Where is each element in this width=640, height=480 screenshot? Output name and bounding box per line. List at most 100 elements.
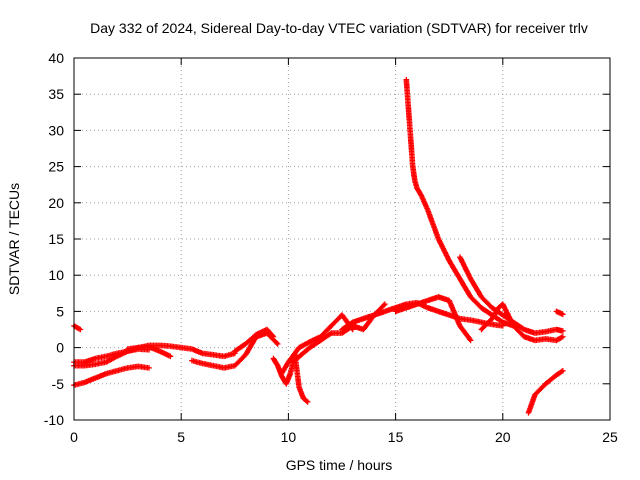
data-point-run bbox=[296, 339, 312, 351]
data-point-run bbox=[542, 373, 558, 387]
series-s10 bbox=[289, 301, 388, 365]
data-point bbox=[146, 365, 152, 371]
y-tick-label: 5 bbox=[56, 303, 64, 319]
x-axis-title: GPS time / hours bbox=[286, 457, 393, 473]
data-point-run bbox=[289, 352, 303, 365]
series-s12 bbox=[392, 294, 474, 344]
y-tick-label: 30 bbox=[48, 122, 64, 138]
data-point-run bbox=[457, 323, 473, 342]
data-point-run bbox=[407, 134, 416, 168]
tick-layer: 0 5 10 15 20 25 -10 -5 0 5 10 15 20 25 30 35 40 bbox=[44, 50, 618, 445]
data-point bbox=[560, 311, 566, 318]
data-point-run bbox=[525, 393, 538, 416]
data-point-run bbox=[553, 334, 565, 344]
y-tick-label: 15 bbox=[48, 231, 64, 247]
data-point-run bbox=[405, 105, 414, 139]
data-point-run bbox=[478, 294, 494, 310]
series-s7 bbox=[232, 326, 277, 354]
y-tick-label: 40 bbox=[48, 50, 64, 66]
y-tick-label: 10 bbox=[48, 267, 64, 283]
data-point-run bbox=[446, 297, 463, 328]
data-point-run bbox=[232, 353, 248, 369]
data-point-run bbox=[532, 382, 548, 398]
data-point-run bbox=[435, 236, 452, 263]
data-point-run bbox=[414, 185, 424, 198]
series-s1 bbox=[71, 323, 84, 333]
series-s15 bbox=[478, 301, 566, 344]
data-point-run bbox=[467, 294, 484, 310]
data-point-run bbox=[425, 207, 441, 241]
data-point-run bbox=[300, 395, 310, 404]
series-s5 bbox=[124, 344, 174, 360]
series-s13 bbox=[403, 76, 517, 329]
data-point bbox=[560, 333, 566, 340]
data-point-run bbox=[425, 294, 440, 304]
data-point-run bbox=[457, 254, 473, 281]
series-s17 bbox=[553, 308, 566, 318]
y-tick-label: 25 bbox=[48, 159, 64, 175]
data-point-run bbox=[500, 301, 516, 328]
data-point-run bbox=[317, 324, 333, 340]
data-point-run bbox=[199, 360, 215, 369]
data-point bbox=[77, 326, 84, 333]
data-point-run bbox=[339, 320, 355, 333]
data-point-run bbox=[103, 368, 119, 377]
y-tick-label: -10 bbox=[44, 412, 64, 428]
series-s2 bbox=[71, 342, 238, 365]
data-point bbox=[167, 353, 174, 360]
data-point-run bbox=[221, 351, 237, 360]
data-point-run bbox=[457, 276, 473, 299]
data-point-run bbox=[467, 276, 484, 299]
series-s16 bbox=[525, 367, 566, 416]
x-tick-label: 25 bbox=[602, 429, 618, 445]
x-tick-label: 15 bbox=[388, 429, 404, 445]
data-point-run bbox=[270, 355, 280, 368]
data-point-run bbox=[553, 368, 565, 378]
data-point-run bbox=[418, 192, 430, 212]
data-point-run bbox=[157, 348, 172, 359]
data-point-run bbox=[103, 354, 119, 365]
data-point-run bbox=[232, 342, 248, 354]
mark-layer bbox=[71, 76, 566, 416]
data-point-run bbox=[467, 317, 483, 325]
y-tick-label: 35 bbox=[48, 86, 64, 102]
data-point-run bbox=[298, 345, 312, 358]
data-point bbox=[560, 328, 566, 334]
x-tick-label: 20 bbox=[495, 429, 511, 445]
data-point-run bbox=[178, 344, 194, 352]
data-point-run bbox=[446, 257, 462, 281]
data-point-run bbox=[317, 331, 333, 344]
data-point-run bbox=[210, 362, 226, 371]
data-point-run bbox=[285, 346, 301, 365]
data-point-run bbox=[307, 338, 323, 351]
data-point-run bbox=[478, 316, 494, 333]
data-point-run bbox=[410, 163, 418, 183]
data-point bbox=[382, 301, 388, 307]
data-point-run bbox=[510, 323, 526, 339]
x-tick-label: 0 bbox=[70, 429, 78, 445]
data-point-run bbox=[478, 305, 494, 317]
data-point bbox=[467, 337, 474, 344]
data-point-run bbox=[242, 335, 259, 358]
y-tick-label: -5 bbox=[52, 376, 65, 392]
chart-title: Day 332 of 2024, Sidereal Day-to-day VTE… bbox=[90, 20, 588, 36]
y-axis-title: SDTVAR / TECUs bbox=[6, 183, 22, 295]
data-point-run bbox=[242, 332, 258, 347]
y-tick-label: 20 bbox=[48, 195, 64, 211]
data-point-run bbox=[279, 360, 291, 376]
plot-frame bbox=[73, 57, 611, 421]
data-point-run bbox=[542, 327, 558, 335]
data-point-run bbox=[135, 363, 151, 371]
data-point bbox=[274, 341, 281, 347]
data-point-run bbox=[167, 343, 183, 351]
data-point-run bbox=[199, 350, 215, 358]
data-point bbox=[270, 333, 277, 340]
data-point-run bbox=[403, 76, 412, 110]
x-tick-label: 10 bbox=[281, 429, 297, 445]
data-point bbox=[304, 399, 311, 405]
x-tick-label: 5 bbox=[177, 429, 185, 445]
data-point-run bbox=[189, 357, 204, 366]
data-point bbox=[560, 367, 566, 374]
